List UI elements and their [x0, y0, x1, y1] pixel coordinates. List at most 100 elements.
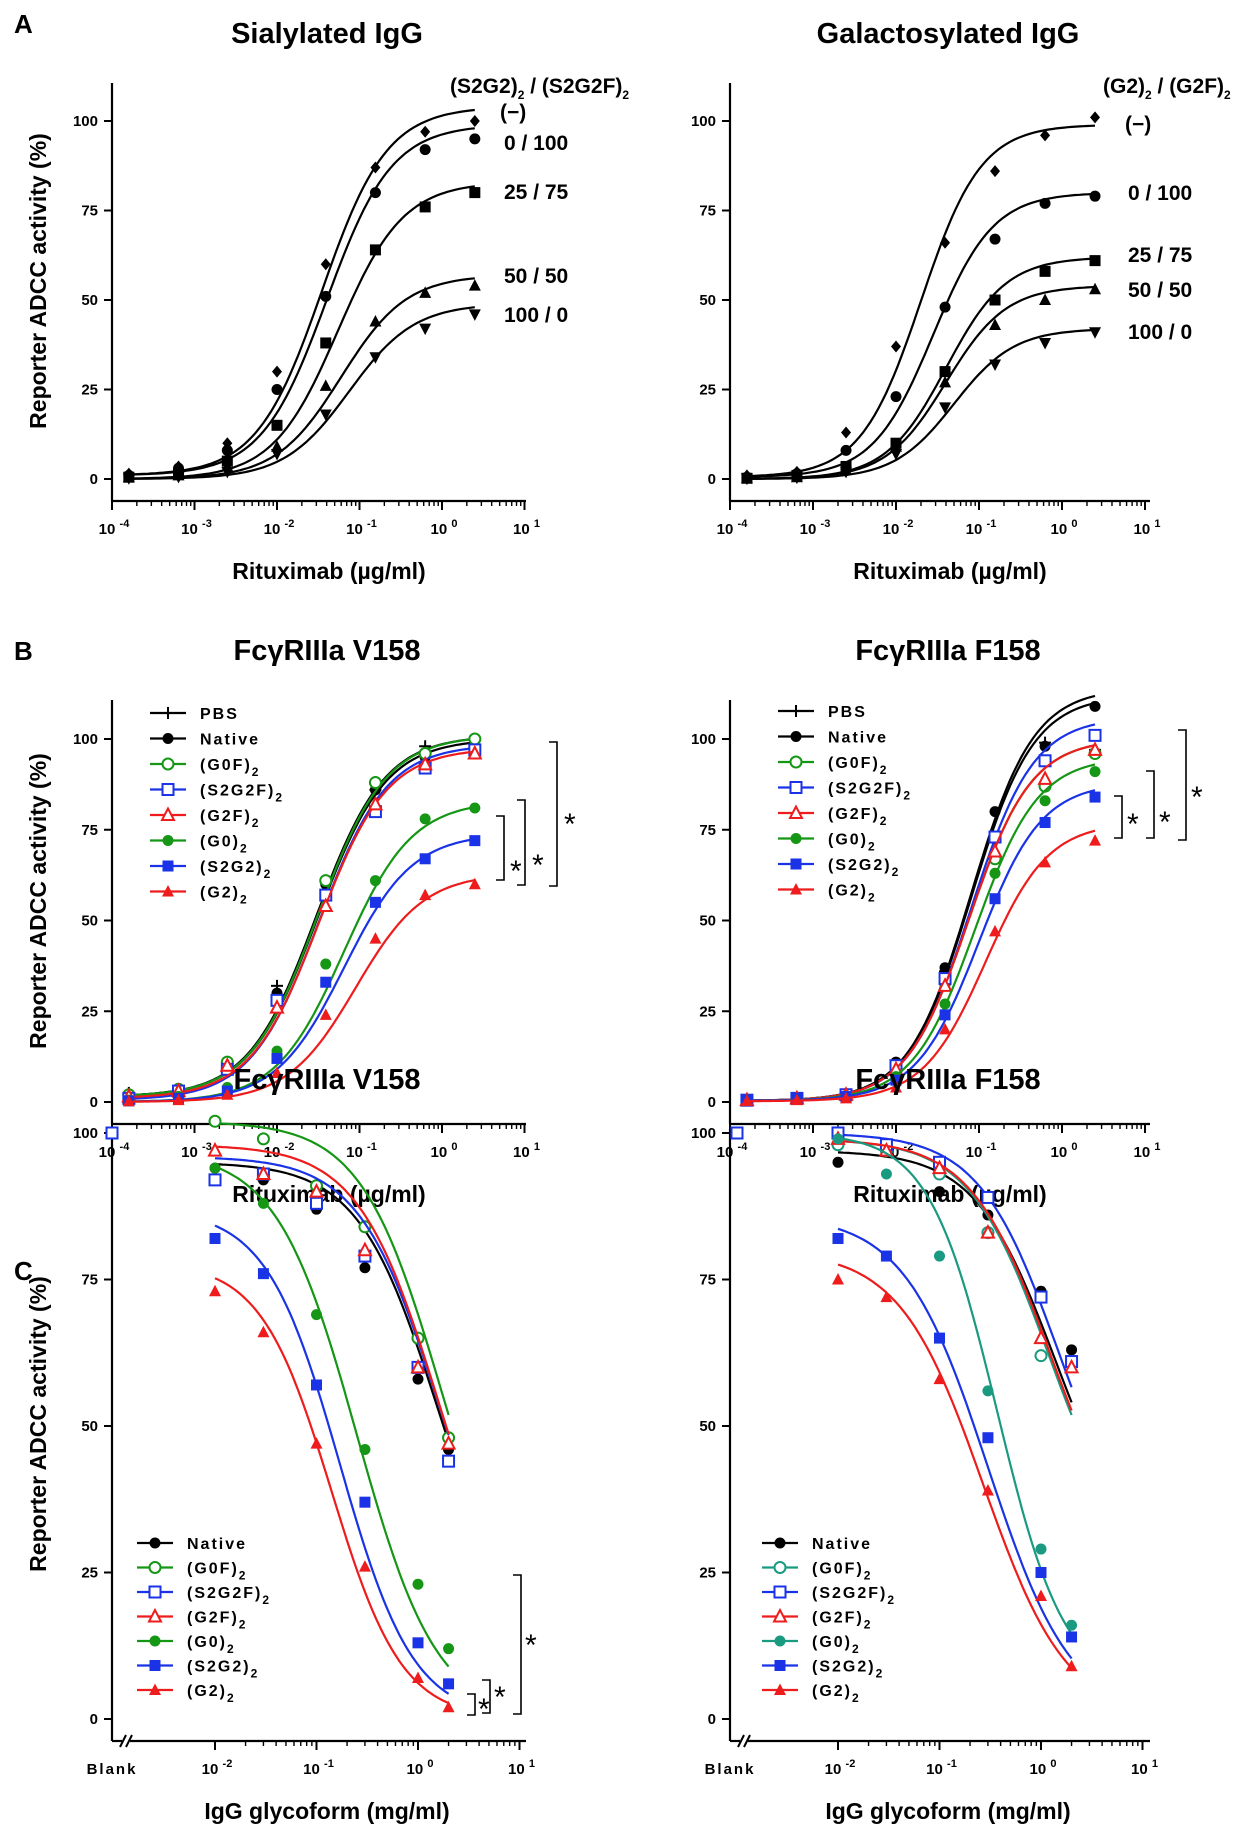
data-point	[841, 426, 852, 439]
data-point	[1039, 855, 1052, 868]
x-tick-label: 10 -1	[966, 518, 997, 538]
fit-curve	[214, 1277, 450, 1705]
chart-title: FcγRIIIa V158	[234, 635, 421, 667]
legend-marker	[148, 1561, 162, 1574]
data-point	[412, 1637, 424, 1649]
significance-star: *	[525, 1629, 537, 1662]
data-point	[442, 1700, 455, 1713]
legend-marker	[149, 1683, 161, 1695]
legend-item: Native	[137, 1536, 245, 1553]
data-point	[939, 366, 951, 378]
data-point	[419, 853, 431, 865]
data-point	[1039, 197, 1051, 209]
data-point	[989, 318, 1002, 331]
data-point	[880, 1250, 892, 1262]
x-tick-label: 10 1	[1131, 1758, 1158, 1778]
fit-curve	[128, 277, 475, 480]
x-tick-label: 10 -3	[181, 518, 212, 538]
fit-curve	[214, 1224, 450, 1695]
x-axis-label: IgG glycoform (mg/ml)	[825, 1798, 1070, 1824]
data-point	[989, 233, 1001, 245]
x-tick-label: 10 0	[1051, 1141, 1078, 1161]
fit-curve	[746, 328, 1096, 480]
data-point	[468, 309, 481, 321]
series-label: 0 / 100	[504, 132, 568, 155]
data-point	[271, 1052, 283, 1064]
data-point	[1088, 728, 1102, 742]
series-label: 100 / 0	[1128, 321, 1192, 344]
x-tick-label: 10 -1	[303, 1758, 334, 1778]
significance-star: *	[510, 855, 522, 888]
data-point	[933, 1372, 946, 1385]
x-tick-label: 10 -1	[346, 518, 377, 538]
data-point	[989, 924, 1002, 937]
legend-marker	[147, 1607, 163, 1623]
x-tick-label: 10 1	[1134, 518, 1161, 538]
legend-marker	[162, 860, 174, 872]
data-point	[469, 187, 481, 199]
legend-marker	[774, 1660, 786, 1671]
data-point	[1090, 111, 1101, 124]
legend-item: (G0F)2	[778, 755, 886, 777]
series-25-75	[123, 185, 481, 483]
data-point	[1040, 129, 1051, 142]
fit-curve	[128, 185, 475, 480]
data-point	[369, 896, 381, 908]
y-tick-label: 50	[81, 1418, 98, 1435]
x-tick-label: 10 -2	[264, 518, 295, 538]
data-point	[319, 409, 332, 422]
legend-marker	[149, 1635, 161, 1647]
data-point	[443, 1678, 455, 1690]
data-point	[417, 755, 433, 771]
axis-break-mark	[737, 1734, 745, 1748]
data-point	[1089, 834, 1102, 846]
legend-label: (G0F)2	[187, 1561, 247, 1583]
data-point	[939, 402, 952, 414]
data-point	[1039, 795, 1051, 807]
legend-item: (S2G2)2	[150, 859, 270, 881]
data-point	[931, 1159, 948, 1175]
data-point	[369, 314, 382, 327]
legend-header: (G2)2 / (G2F)2	[1103, 75, 1231, 102]
legend-label: PBS	[828, 704, 867, 721]
chart-title: FcγRIIIa F158	[855, 635, 1040, 667]
legend-item: (G0F)2	[137, 1561, 247, 1583]
data-point	[359, 1496, 371, 1508]
data-point	[369, 875, 381, 887]
significance-star: *	[1159, 806, 1171, 839]
data-point	[1035, 1543, 1047, 1555]
y-tick-label: 75	[699, 822, 716, 839]
legend-item: (G0)2	[778, 832, 875, 854]
legend: Native (G0F)2(S2G2F)2 (G2F)2(G0)2 (S2G2)2(G…	[137, 1536, 269, 1705]
legend-marker	[774, 1635, 786, 1647]
axes-C-right: 0 25 50 75 100 Blank 10 -2 10 -1 10 0 10 1 IgG gly…	[691, 1064, 1158, 1824]
data-point	[271, 1066, 283, 1078]
legend-label: (G2F)2	[200, 808, 260, 830]
significance-bracket: *	[496, 815, 522, 888]
data-point	[469, 802, 481, 814]
y-tick-label: 50	[699, 292, 716, 309]
x-tick-label: 10 -3	[800, 1141, 831, 1161]
fit-curve	[746, 192, 1096, 478]
legend-item: (S2G2F)2	[778, 781, 910, 803]
data-point	[1089, 327, 1102, 339]
chart-title: Sialylated IgG	[231, 18, 423, 50]
significance-star: *	[494, 1681, 506, 1714]
x-tick-label: 10 1	[1134, 1141, 1161, 1161]
x-blank-label: Blank	[87, 1761, 138, 1778]
series-labels: (G2)2 / (G2F)2 (−) 0 / 100 25 / 75 50 / 50 10…	[1103, 75, 1231, 344]
data-point	[1039, 265, 1051, 277]
data-point	[208, 1114, 222, 1128]
data-point	[1035, 1589, 1047, 1601]
significance-bracket: *	[482, 1679, 506, 1714]
legend-label: (S2G2F)2	[812, 1585, 896, 1607]
significance-bracket: *	[549, 741, 576, 887]
data-point	[939, 962, 951, 974]
data-point	[320, 976, 332, 988]
y-tick-label: 75	[81, 203, 98, 220]
data-point	[1039, 816, 1051, 828]
data-point	[890, 391, 902, 403]
legend-item: PBS	[778, 704, 867, 721]
x-tick-label: 10 -3	[181, 1141, 212, 1161]
significance-bracket: *	[467, 1693, 490, 1726]
